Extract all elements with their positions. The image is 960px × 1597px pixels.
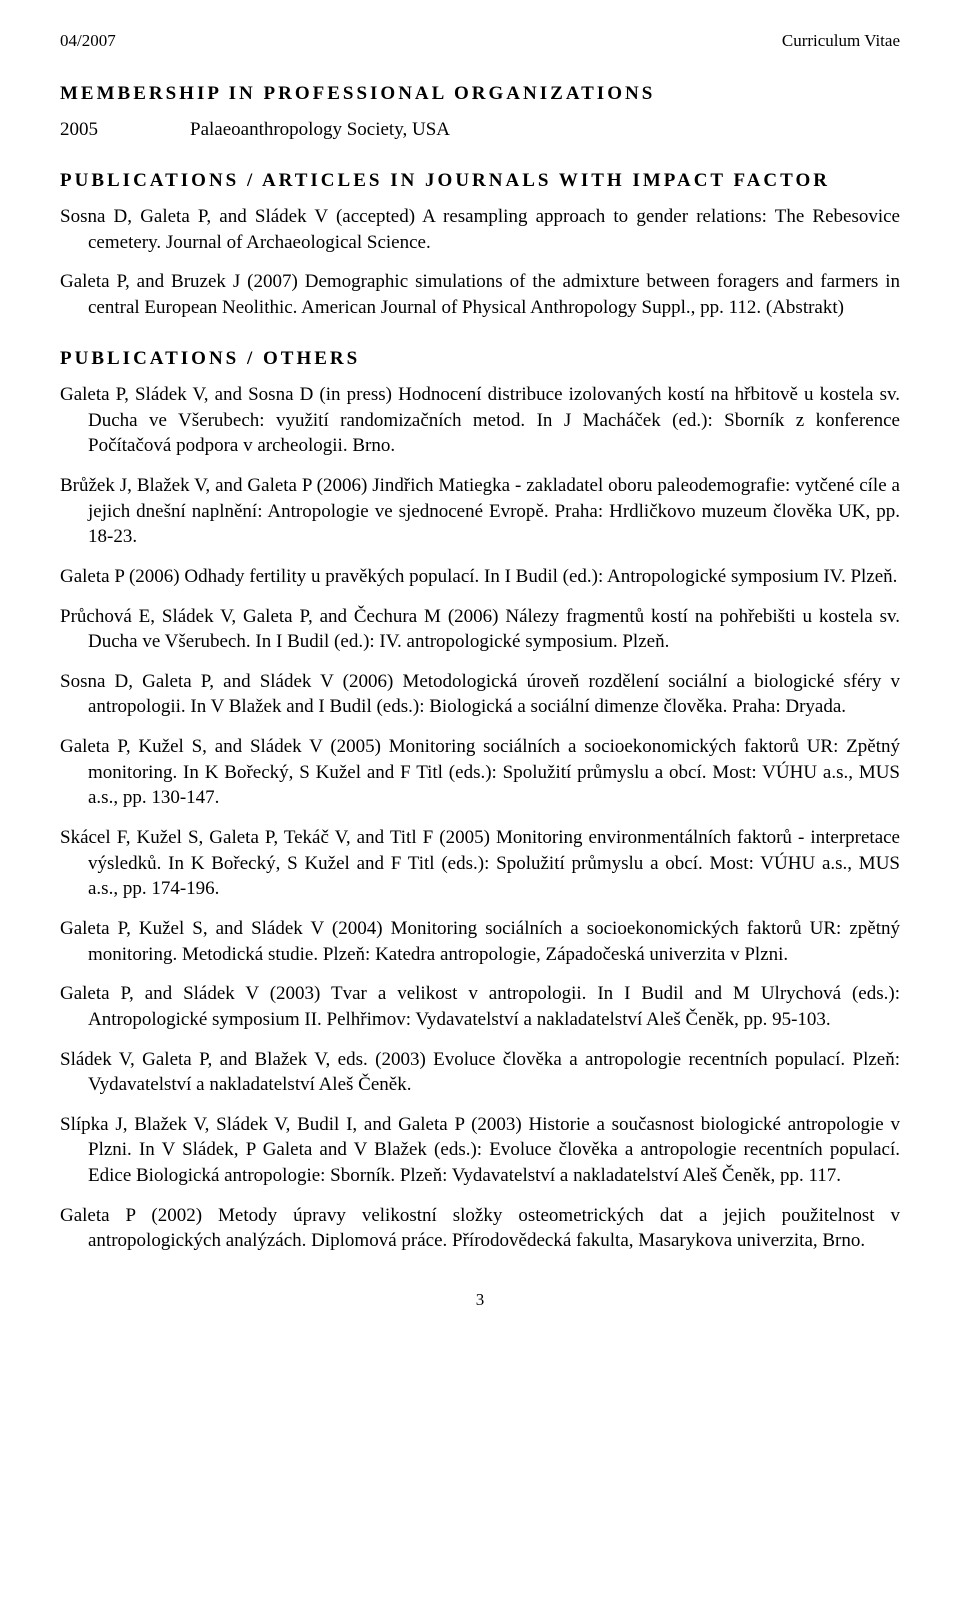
- publication-entry: Galeta P (2006) Odhady fertility u pravě…: [60, 564, 900, 590]
- publication-entry: Galeta P, Kužel S, and Sládek V (2005) M…: [60, 734, 900, 811]
- publication-entry: Sládek V, Galeta P, and Blažek V, eds. (…: [60, 1047, 900, 1098]
- publication-entry: Galeta P, and Bruzek J (2007) Demographi…: [60, 269, 900, 320]
- membership-row: 2005 Palaeoanthropology Society, USA: [60, 117, 900, 143]
- impact-heading: PUBLICATIONS / ARTICLES IN JOURNALS WITH…: [60, 168, 900, 194]
- publication-entry: Galeta P, Sládek V, and Sosna D (in pres…: [60, 382, 900, 459]
- publication-entry: Skácel F, Kužel S, Galeta P, Tekáč V, an…: [60, 825, 900, 902]
- publication-entry: Galeta P, and Sládek V (2003) Tvar a vel…: [60, 981, 900, 1032]
- header: 04/2007 Curriculum Vitae: [60, 30, 900, 53]
- others-heading: PUBLICATIONS / OTHERS: [60, 346, 900, 372]
- header-title: Curriculum Vitae: [782, 30, 900, 53]
- publication-entry: Galeta P (2002) Metody úpravy velikostní…: [60, 1203, 900, 1254]
- membership-org: Palaeoanthropology Society, USA: [190, 117, 450, 143]
- page-number: 3: [60, 1289, 900, 1312]
- publication-entry: Slípka J, Blažek V, Sládek V, Budil I, a…: [60, 1112, 900, 1189]
- publication-entry: Galeta P, Kužel S, and Sládek V (2004) M…: [60, 916, 900, 967]
- publication-entry: Sosna D, Galeta P, and Sládek V (accepte…: [60, 204, 900, 255]
- membership-heading: MEMBERSHIP IN PROFESSIONAL ORGANIZATIONS: [60, 81, 900, 107]
- publication-entry: Sosna D, Galeta P, and Sládek V (2006) M…: [60, 669, 900, 720]
- header-date: 04/2007: [60, 30, 116, 53]
- publication-entry: Průchová E, Sládek V, Galeta P, and Čech…: [60, 604, 900, 655]
- publication-entry: Brůžek J, Blažek V, and Galeta P (2006) …: [60, 473, 900, 550]
- membership-year: 2005: [60, 117, 190, 143]
